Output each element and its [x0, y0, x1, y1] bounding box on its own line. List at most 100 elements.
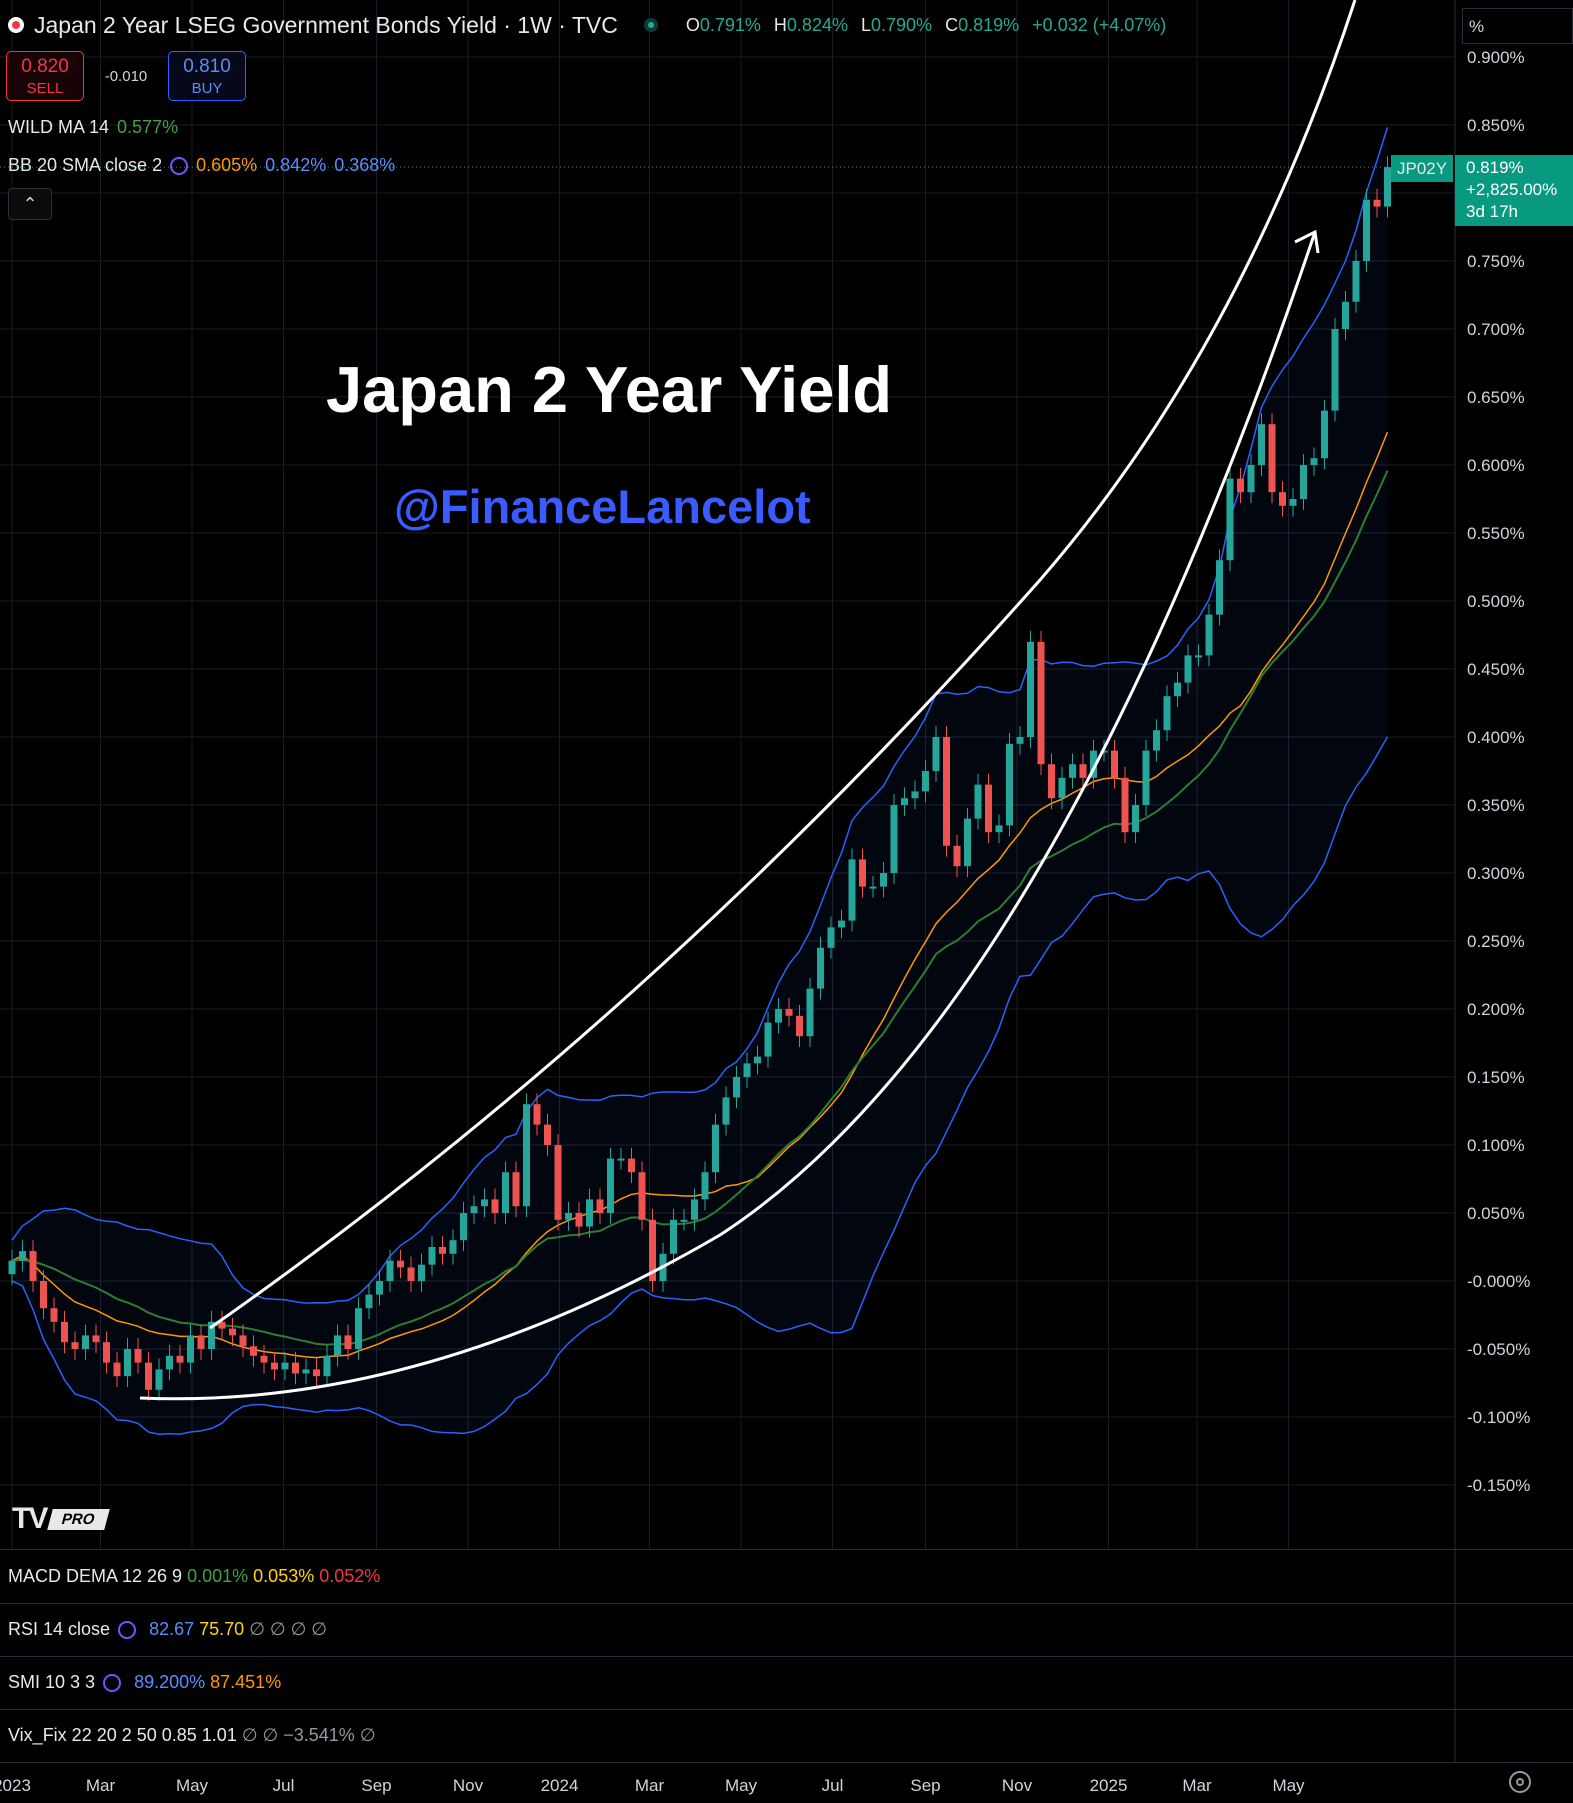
- candle: [365, 1283, 373, 1320]
- candle-body: [260, 1355, 268, 1363]
- candle-body: [365, 1294, 373, 1309]
- candle-body: [166, 1355, 173, 1370]
- pane-divider[interactable]: [0, 1549, 1573, 1550]
- candle-body: [292, 1362, 299, 1374]
- candle-body: [638, 1172, 646, 1220]
- candle: [218, 1310, 226, 1340]
- candle-body: [596, 1199, 604, 1213]
- candle-body: [1226, 478, 1234, 561]
- candle-body: [1090, 750, 1097, 778]
- chevron-up-icon[interactable]: ⌃: [8, 188, 52, 220]
- candle: [1006, 732, 1013, 837]
- candle-body: [208, 1321, 215, 1349]
- pane-divider[interactable]: [0, 1603, 1573, 1604]
- candle: [523, 1093, 530, 1218]
- candle: [680, 1208, 688, 1231]
- candle-body: [1174, 682, 1181, 697]
- bb-legend[interactable]: BB 20 SMA close 2 0.605% 0.842% 0.368%: [8, 155, 403, 176]
- x-tick-label: 2025: [1090, 1776, 1128, 1795]
- candle: [1174, 671, 1181, 708]
- settings-gear-icon[interactable]: [1509, 1771, 1531, 1793]
- candle: [376, 1270, 383, 1306]
- candle: [1268, 413, 1276, 504]
- smi-label: SMI 10 3 3: [8, 1672, 96, 1692]
- pane-divider[interactable]: [0, 1709, 1573, 1710]
- candle: [806, 977, 814, 1048]
- candle-body: [848, 859, 856, 921]
- candle-body: [1016, 737, 1024, 744]
- sync-icon[interactable]: [118, 1621, 137, 1640]
- candle: [953, 834, 961, 878]
- candle: [8, 1249, 16, 1286]
- buy-button[interactable]: 0.810 BUY: [168, 51, 246, 101]
- smi-legend[interactable]: SMI 10 3 3 89.200% 87.451%: [8, 1672, 281, 1693]
- macd-value-1: 0.001%: [187, 1566, 249, 1586]
- last-price-change: +2,825.00%: [1466, 180, 1558, 199]
- candle-body: [722, 1097, 730, 1125]
- last-price-value: 0.819%: [1466, 158, 1524, 177]
- candle: [1279, 481, 1286, 517]
- bb-upper-line: [11, 127, 1389, 1304]
- candle-body: [1132, 805, 1139, 833]
- candle: [323, 1344, 331, 1388]
- candle: [1247, 454, 1255, 504]
- candle: [1121, 766, 1129, 844]
- candle: [554, 1134, 562, 1231]
- y-tick-label: 0.650%: [1467, 388, 1525, 407]
- candle: [1027, 630, 1034, 748]
- market-status-icon[interactable]: [643, 18, 658, 32]
- wild-ma-line: [11, 470, 1389, 1346]
- candle-body: [1153, 730, 1160, 751]
- rsi-legend[interactable]: RSI 14 close 82.67 75.70 ∅ ∅ ∅ ∅: [8, 1619, 327, 1640]
- pane-divider[interactable]: [0, 1656, 1573, 1657]
- y-tick-label: -0.000%: [1467, 1272, 1530, 1291]
- candle: [880, 862, 887, 898]
- tradingview-logo[interactable]: TV PRO: [12, 1502, 110, 1536]
- candle: [859, 848, 866, 898]
- candle-body: [8, 1260, 16, 1275]
- trend-curve-lower: [139, 231, 1317, 1401]
- candle: [134, 1338, 142, 1374]
- sync-icon[interactable]: [170, 157, 189, 176]
- candle-body: [82, 1335, 89, 1349]
- sell-label: SELL: [26, 80, 64, 97]
- candle: [722, 1086, 730, 1136]
- vixfix-value: −3.541%: [283, 1725, 355, 1745]
- candle: [1069, 753, 1076, 789]
- annotation-handle[interactable]: @FinanceLancelot: [394, 480, 811, 533]
- symbol-title[interactable]: Japan 2 Year LSEG Government Bonds Yield…: [34, 11, 618, 38]
- candle: [92, 1324, 100, 1354]
- symbol-flag-icon[interactable]: [8, 17, 24, 33]
- candle: [313, 1358, 320, 1388]
- candle-body: [218, 1321, 226, 1329]
- annotation-title[interactable]: Japan 2 Year Yield: [326, 353, 893, 426]
- candle-body: [1352, 261, 1360, 302]
- price-scale-unit[interactable]: %: [1462, 8, 1573, 44]
- candle: [124, 1338, 131, 1388]
- candle: [1058, 766, 1066, 810]
- wild-ma-legend[interactable]: WILD MA 14 0.577%: [8, 117, 186, 138]
- macd-label: MACD DEMA 12 26 9: [8, 1566, 183, 1586]
- candle: [260, 1344, 268, 1374]
- low-key: L: [861, 14, 872, 35]
- candle: [344, 1324, 352, 1360]
- sync-icon[interactable]: [103, 1674, 122, 1693]
- candle-body: [187, 1335, 194, 1363]
- candle: [1226, 467, 1234, 572]
- candle: [428, 1236, 436, 1276]
- vixfix-legend[interactable]: Vix_Fix 22 20 2 50 0.85 1.01 ∅ ∅ −3.541%…: [8, 1725, 376, 1746]
- candle: [890, 794, 898, 884]
- candle: [239, 1324, 247, 1358]
- candle-body: [901, 798, 908, 805]
- candle-body: [323, 1355, 331, 1377]
- candle-body: [628, 1158, 635, 1173]
- candle: [470, 1195, 478, 1224]
- candle: [449, 1229, 457, 1265]
- buy-price: 0.810: [183, 56, 231, 77]
- x-tick-label: May: [176, 1776, 209, 1795]
- sell-button[interactable]: 0.820 SELL: [6, 51, 84, 101]
- candle: [19, 1240, 26, 1272]
- macd-legend[interactable]: MACD DEMA 12 26 9 0.001% 0.053% 0.052%: [8, 1566, 380, 1587]
- wild-ma-label: WILD MA 14: [8, 117, 110, 137]
